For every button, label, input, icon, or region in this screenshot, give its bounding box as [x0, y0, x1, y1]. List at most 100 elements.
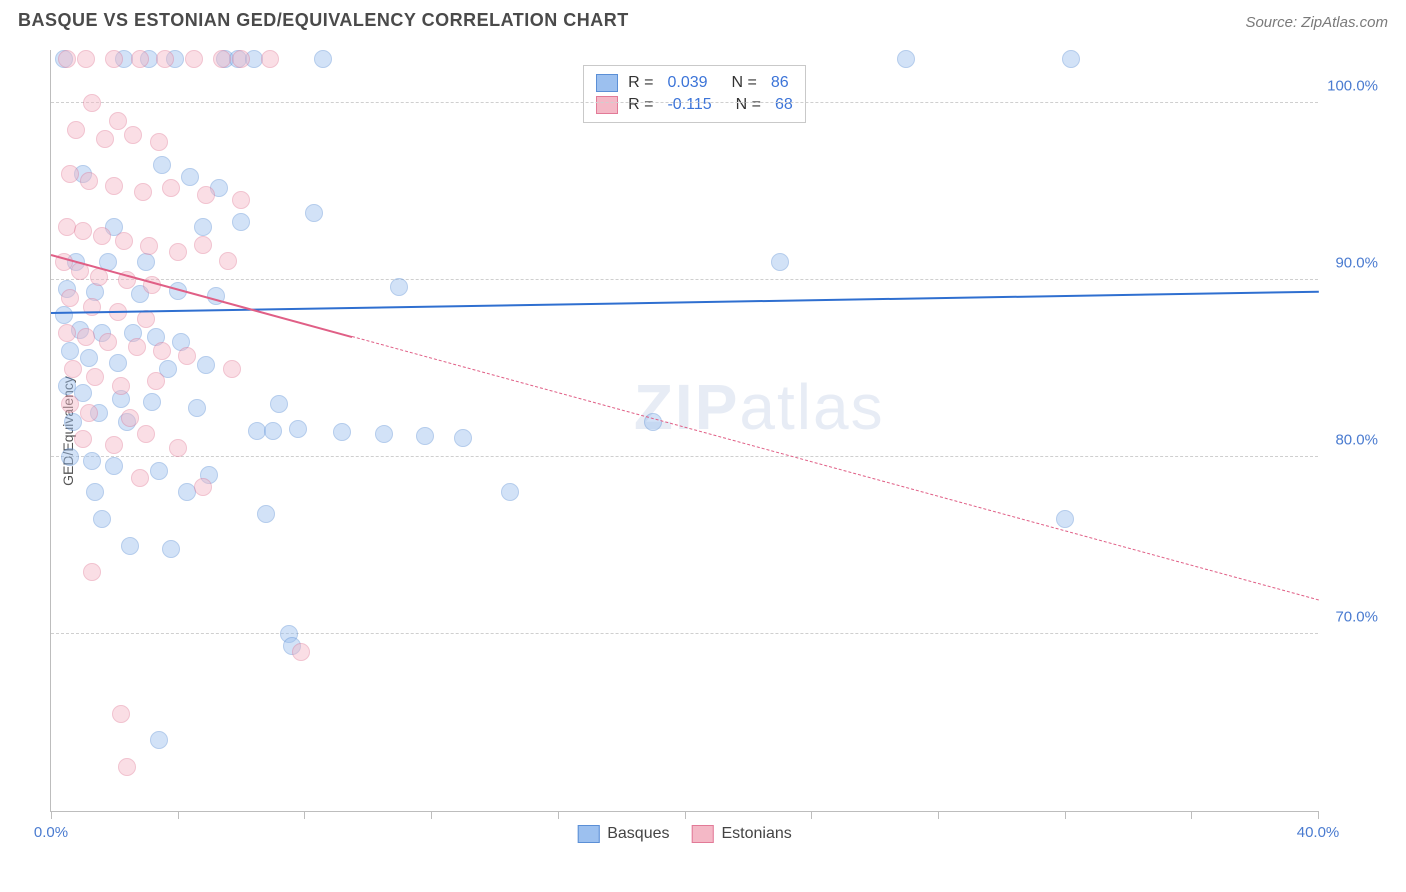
data-point — [128, 338, 146, 356]
data-point — [105, 50, 123, 68]
y-tick-label: 90.0% — [1335, 255, 1378, 272]
data-point — [137, 253, 155, 271]
data-point — [93, 227, 111, 245]
legend-item: Basques — [577, 825, 669, 843]
data-point — [61, 289, 79, 307]
data-point — [289, 420, 307, 438]
data-point — [74, 430, 92, 448]
data-point — [169, 439, 187, 457]
source-attribution: Source: ZipAtlas.com — [1245, 14, 1388, 31]
data-point — [270, 395, 288, 413]
data-point — [390, 278, 408, 296]
stats-legend-row: R =0.039N =86 — [596, 72, 793, 94]
plot-area: GED/Equivalency ZIPatlas R =0.039N =86R … — [50, 50, 1318, 812]
data-point — [264, 422, 282, 440]
data-point — [150, 462, 168, 480]
chart-title: BASQUE VS ESTONIAN GED/EQUIVALENCY CORRE… — [18, 10, 629, 31]
data-point — [99, 333, 117, 351]
stat-r-label: R = — [628, 96, 653, 114]
data-point — [261, 50, 279, 68]
stat-r-value: -0.115 — [667, 96, 711, 114]
data-point — [83, 452, 101, 470]
data-point — [197, 356, 215, 374]
data-point — [314, 50, 332, 68]
data-point — [194, 478, 212, 496]
legend-item: Estonians — [692, 825, 792, 843]
data-point — [153, 156, 171, 174]
data-point — [416, 427, 434, 445]
data-point — [64, 360, 82, 378]
data-point — [232, 50, 250, 68]
data-point — [121, 409, 139, 427]
data-point — [112, 377, 130, 395]
trend-line — [51, 291, 1319, 314]
x-tick — [304, 811, 305, 819]
data-point — [454, 429, 472, 447]
data-point — [74, 222, 92, 240]
data-point — [83, 94, 101, 112]
series-legend: Basques Estonians — [577, 825, 792, 843]
gridline — [51, 456, 1318, 457]
data-point — [223, 360, 241, 378]
data-point — [292, 643, 310, 661]
y-tick-label: 70.0% — [1335, 609, 1378, 626]
data-point — [80, 349, 98, 367]
data-point — [118, 758, 136, 776]
data-point — [257, 505, 275, 523]
data-point — [61, 342, 79, 360]
x-tick — [431, 811, 432, 819]
data-point — [55, 306, 73, 324]
data-point — [86, 483, 104, 501]
data-point — [153, 342, 171, 360]
x-tick — [51, 811, 52, 819]
x-tick — [1065, 811, 1066, 819]
stat-r-label: R = — [628, 74, 653, 92]
legend-swatch — [596, 74, 618, 92]
data-point — [375, 425, 393, 443]
stat-n-label: N = — [732, 74, 757, 92]
gridline — [51, 633, 1318, 634]
x-tick — [685, 811, 686, 819]
x-tick — [811, 811, 812, 819]
data-point — [185, 50, 203, 68]
gridline — [51, 279, 1318, 280]
gridline — [51, 102, 1318, 103]
data-point — [150, 133, 168, 151]
data-point — [197, 186, 215, 204]
data-point — [61, 395, 79, 413]
data-point — [58, 50, 76, 68]
data-point — [109, 354, 127, 372]
data-point — [96, 130, 114, 148]
data-point — [131, 50, 149, 68]
legend-swatch — [577, 825, 599, 843]
stat-n-value: 68 — [775, 96, 793, 114]
data-point — [162, 540, 180, 558]
legend-label: Estonians — [722, 825, 792, 843]
data-point — [178, 347, 196, 365]
data-point — [150, 731, 168, 749]
data-point — [105, 457, 123, 475]
x-tick — [178, 811, 179, 819]
data-point — [109, 112, 127, 130]
data-point — [137, 425, 155, 443]
data-point — [156, 50, 174, 68]
data-point — [67, 121, 85, 139]
chart-container: GED/Equivalency ZIPatlas R =0.039N =86R … — [50, 50, 1388, 842]
data-point — [131, 469, 149, 487]
data-point — [501, 483, 519, 501]
stats-legend: R =0.039N =86R =-0.115N =68 — [583, 65, 806, 123]
x-tick — [558, 811, 559, 819]
x-tick — [1191, 811, 1192, 819]
data-point — [147, 372, 165, 390]
x-tick — [938, 811, 939, 819]
y-tick-label: 100.0% — [1327, 78, 1378, 95]
x-tick — [1318, 811, 1319, 819]
data-point — [115, 232, 133, 250]
data-point — [213, 50, 231, 68]
data-point — [86, 368, 104, 386]
data-point — [188, 399, 206, 417]
data-point — [80, 404, 98, 422]
trend-line — [352, 336, 1319, 600]
data-point — [219, 252, 237, 270]
data-point — [83, 563, 101, 581]
